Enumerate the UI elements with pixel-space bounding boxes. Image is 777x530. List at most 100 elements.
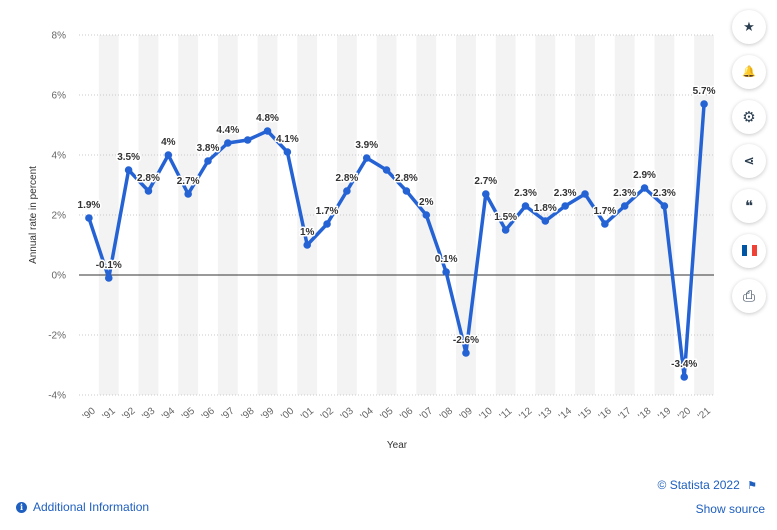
data-point[interactable]: [481, 190, 490, 198]
data-label: 1.7%: [316, 206, 339, 217]
share-icon: ⋖: [743, 153, 755, 169]
x-tick-label: '90: [81, 405, 98, 422]
series-line: [87, 102, 706, 379]
additional-information-label: Additional Information: [33, 500, 150, 514]
data-label: 2.9%: [633, 170, 656, 181]
column-band: [98, 35, 119, 395]
data-point[interactable]: [144, 187, 153, 195]
data-point[interactable]: [124, 166, 133, 174]
data-label: 2.8%: [137, 173, 160, 184]
print-button[interactable]: ⎙: [732, 278, 766, 313]
x-tick-label: '14: [557, 405, 574, 422]
star-icon: ★: [743, 19, 755, 35]
data-label: 2.3%: [514, 188, 537, 199]
settings-button[interactable]: ⚙: [732, 99, 766, 134]
data-label: 4.8%: [256, 113, 279, 124]
x-tick-label: '97: [220, 405, 237, 422]
y-tick-labels: 8% 6% 4% 2% 0% -2% -4%: [48, 31, 66, 402]
notification-button[interactable]: 🔔: [732, 54, 766, 89]
data-point[interactable]: [184, 190, 192, 198]
data-point[interactable]: [224, 139, 232, 147]
data-point[interactable]: [561, 202, 569, 210]
data-label: 2.7%: [474, 176, 497, 187]
data-point[interactable]: [660, 202, 669, 210]
x-tick-label: '17: [617, 405, 634, 422]
data-point[interactable]: [422, 211, 431, 219]
data-label: 1%: [300, 227, 315, 238]
data-point[interactable]: [521, 202, 530, 210]
y-axis-title: Annual rate in percent: [28, 166, 39, 264]
data-point[interactable]: [501, 226, 510, 234]
bell-icon: 🔔: [742, 65, 756, 79]
data-point[interactable]: [343, 187, 351, 195]
data-point[interactable]: [620, 202, 629, 210]
citation-button[interactable]: ❝: [732, 189, 766, 224]
x-tick-labels: '90'91'92'93'94'95'96'97'98'99'00'01'02 '…: [81, 405, 714, 422]
share-button[interactable]: ⋖: [732, 144, 766, 179]
x-tick-label: '01: [299, 405, 316, 422]
data-point[interactable]: [164, 151, 173, 159]
gear-icon: ⚙: [742, 107, 756, 126]
credit-flag-icon: ⚑: [747, 479, 757, 492]
additional-information-link[interactable]: i Additional Information: [16, 500, 149, 514]
x-tick-label: '08: [438, 405, 455, 422]
x-tick-label: '03: [339, 405, 356, 422]
data-point[interactable]: [442, 268, 450, 276]
data-label: 3.9%: [355, 140, 378, 151]
x-tick-label: '02: [319, 405, 336, 422]
data-label: 0.1%: [435, 254, 458, 265]
gridlines: [79, 34, 714, 396]
data-point[interactable]: [541, 217, 550, 225]
language-button[interactable]: [732, 233, 766, 268]
x-tick-label: '98: [240, 405, 257, 422]
data-point[interactable]: [402, 187, 411, 195]
x-tick-label: '13: [537, 405, 554, 422]
x-tick-label: '92: [120, 405, 137, 422]
data-label: 2.3%: [653, 188, 676, 199]
data-point[interactable]: [243, 136, 252, 144]
x-tick-label: '16: [597, 405, 614, 422]
data-label: 2%: [419, 197, 434, 208]
column-band: [257, 35, 278, 395]
x-tick-label: '99: [259, 405, 276, 422]
data-point[interactable]: [581, 190, 589, 198]
data-label: 5.7%: [693, 86, 716, 97]
data-point[interactable]: [700, 100, 708, 108]
y-tick-label: -2%: [48, 331, 66, 342]
x-tick-label: '11: [498, 406, 515, 423]
y-tick-label: 4%: [52, 151, 67, 162]
x-tick-label: '00: [279, 405, 296, 422]
data-point[interactable]: [104, 274, 113, 282]
data-label: 1.5%: [494, 212, 517, 223]
show-source-link[interactable]: Show source: [695, 502, 765, 516]
y-tick-label: -4%: [48, 391, 66, 402]
data-label: 2.7%: [177, 176, 200, 187]
x-tick-label: '15: [577, 405, 594, 422]
flag-fr-icon: [741, 245, 757, 257]
data-point[interactable]: [323, 220, 331, 228]
data-point[interactable]: [680, 373, 689, 381]
data-point[interactable]: [263, 127, 272, 135]
data-point[interactable]: [303, 241, 312, 249]
data-label: 2.3%: [554, 188, 577, 199]
data-label: 4.1%: [276, 134, 299, 145]
data-point[interactable]: [640, 184, 649, 192]
data-point[interactable]: [462, 349, 470, 357]
data-point[interactable]: [204, 157, 212, 165]
print-icon: ⎙: [742, 286, 755, 305]
credit-text: © Statista 2022: [657, 478, 740, 492]
x-tick-label: '12: [517, 405, 534, 422]
data-label: 1.8%: [534, 203, 557, 214]
data-points: [85, 100, 708, 381]
favorite-button[interactable]: ★: [732, 10, 766, 44]
data-point[interactable]: [362, 154, 371, 162]
data-point[interactable]: [601, 220, 609, 228]
data-point[interactable]: [283, 148, 292, 156]
data-point[interactable]: [85, 214, 93, 222]
x-tick-label: '05: [378, 405, 395, 422]
data-label: 4.4%: [216, 125, 239, 136]
data-point[interactable]: [382, 166, 391, 174]
data-label: -2.6%: [453, 335, 479, 346]
x-tick-label: '18: [636, 405, 653, 422]
statista-credit[interactable]: © Statista 2022 ⚑: [658, 478, 757, 492]
